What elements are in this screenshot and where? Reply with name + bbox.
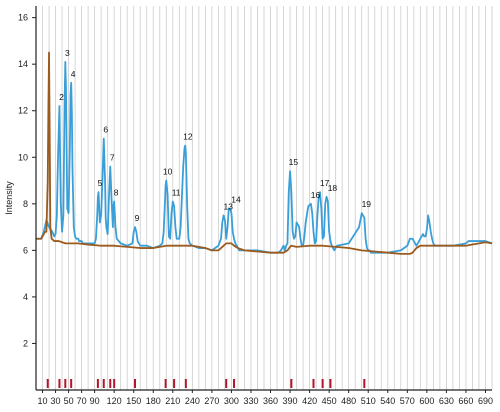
brown-series-line (36, 51, 493, 255)
x-tick-label: 660 (458, 396, 473, 406)
peak-label: 15 (289, 157, 299, 167)
x-tick-label: 450 (322, 396, 337, 406)
series-lines (36, 51, 493, 255)
x-tick-label: 180 (146, 396, 161, 406)
x-tick-label: 420 (302, 396, 317, 406)
peak-markers (46, 379, 366, 388)
x-tick-label: 10 (38, 396, 48, 406)
y-tick-label: 4 (23, 292, 28, 302)
x-tick-label: 270 (204, 396, 219, 406)
x-tick-label: 540 (380, 396, 395, 406)
x-tick-label: 510 (361, 396, 376, 406)
x-tick-label: 600 (419, 396, 434, 406)
x-tick-label: 630 (439, 396, 454, 406)
x-tick-label: 150 (126, 396, 141, 406)
peak-label: 10 (163, 167, 173, 177)
peak-label: 13 (223, 201, 233, 211)
y-tick-label: 14 (18, 59, 28, 69)
x-tick-label: 50 (64, 396, 74, 406)
y-tick-label: 10 (18, 152, 28, 162)
x-tick-label: 30 (51, 396, 61, 406)
peak-label: 7 (110, 153, 115, 163)
x-tick-label: 300 (224, 396, 239, 406)
peak-label: 2 (59, 92, 64, 102)
peak-label: 19 (362, 199, 372, 209)
x-tick-label: 360 (263, 396, 278, 406)
x-tick-label: 210 (165, 396, 180, 406)
y-axis-label: Intensity (4, 181, 14, 215)
peak-label: 16 (311, 190, 321, 200)
x-tick-label: 690 (478, 396, 493, 406)
peak-label: 18 (328, 183, 338, 193)
peak-label: 14 (231, 194, 241, 204)
y-tick-label: 12 (18, 106, 28, 116)
x-tick-label: 90 (90, 396, 100, 406)
peak-label: 8 (114, 187, 119, 197)
x-tick-label: 330 (243, 396, 258, 406)
x-tick-label: 120 (107, 396, 122, 406)
blue-series-line (36, 60, 493, 254)
peak-label: 4 (71, 69, 76, 79)
y-tick-label: 8 (23, 199, 28, 209)
peak-label: 5 (98, 178, 103, 188)
x-tick-label: 390 (283, 396, 298, 406)
axes (35, 6, 492, 391)
y-tick-label: 6 (23, 245, 28, 255)
peak-label: 12 (183, 132, 193, 142)
grid-lines (42, 6, 493, 390)
peak-label: 3 (65, 48, 70, 58)
peak-label: 6 (103, 125, 108, 135)
peak-label: 11 (172, 187, 181, 197)
peak-label: 9 (135, 213, 140, 223)
x-tick-label: 480 (341, 396, 356, 406)
x-tick-label: 570 (400, 396, 415, 406)
x-tick-label: 70 (77, 396, 87, 406)
x-tick-label: 240 (185, 396, 200, 406)
peak-label: 17 (320, 178, 330, 188)
y-tick-label: 16 (18, 13, 28, 23)
y-tick-label: 2 (23, 338, 28, 348)
